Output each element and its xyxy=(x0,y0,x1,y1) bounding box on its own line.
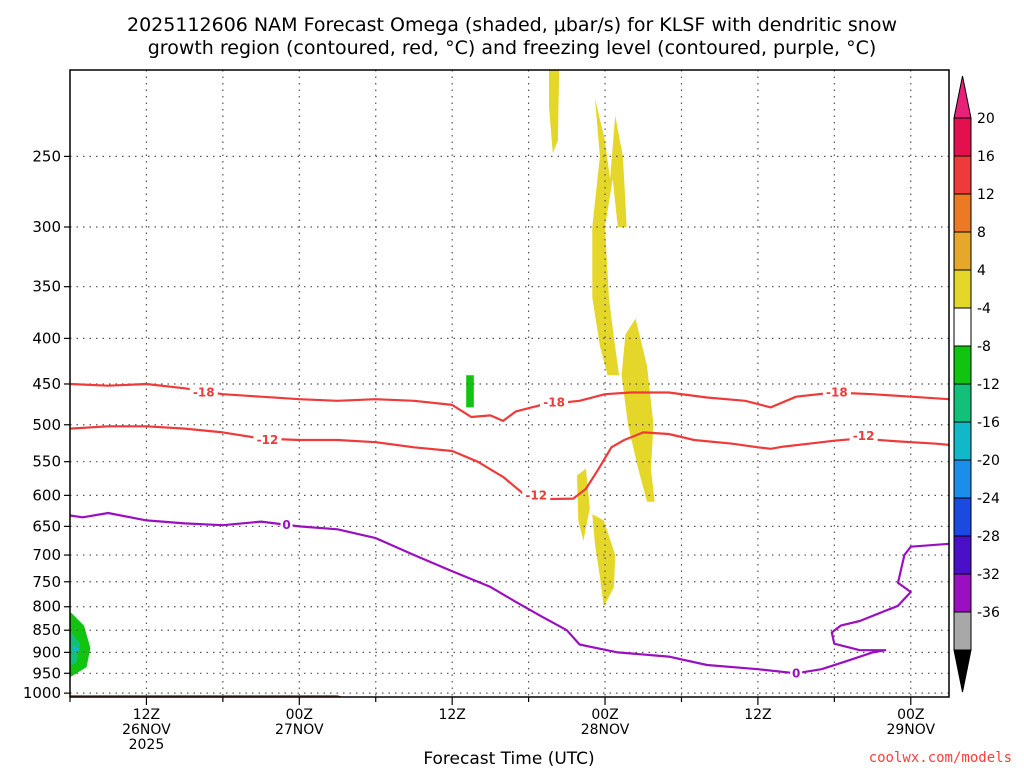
colorbar-label-1: 16 xyxy=(977,149,995,165)
contour-label-bg-minus12-0 xyxy=(253,431,282,447)
colorbar-label-5: -4 xyxy=(977,301,991,317)
omega-region-5 xyxy=(466,375,474,408)
colorbar-swatch-8 xyxy=(953,421,972,461)
colorbar-label-3: 8 xyxy=(977,225,986,241)
colorbar-label-6: -8 xyxy=(977,339,991,355)
plot-frame xyxy=(69,69,950,698)
xtick-label-36-1: 12Z xyxy=(438,707,465,723)
contour-layer: -18 -18 -18 -12 -12 -12 0 0 0 xyxy=(70,382,1012,681)
chart-title-line-1: 2025112606 NAM Forecast Omega (shaded, μ… xyxy=(127,14,897,36)
colorbar-swatch-6 xyxy=(953,345,972,385)
colorbar-label-11: -28 xyxy=(977,529,1000,545)
contour-label-bg-minus12-2 xyxy=(849,428,878,444)
omega-region-8 xyxy=(72,645,81,653)
colorbar-swatch-3 xyxy=(953,231,972,271)
omega-region-2 xyxy=(621,318,655,502)
contour-label-bg-minus18-2 xyxy=(822,384,851,400)
site-credit: coolwx.com/models xyxy=(869,750,1012,766)
xtick-label-72-2: 29NOV xyxy=(886,722,935,738)
contour-label-bg-zero-0 xyxy=(280,517,293,533)
contour-minus18 xyxy=(70,382,949,422)
colorbar-label-8: -16 xyxy=(977,415,1000,431)
xtick-label-72-1: 00Z xyxy=(897,707,924,723)
colorbar-label-4: 4 xyxy=(977,263,986,279)
contour-label-zero-1: 0 xyxy=(1002,540,1010,554)
ytick-label-750: 750 xyxy=(32,573,61,591)
colorbar-swatch-10 xyxy=(953,497,972,537)
xtick-label-48-1: 00Z xyxy=(591,707,618,723)
chart-title-line-2: growth region (contoured, red, °C) and f… xyxy=(148,37,877,59)
xtick-label-60-1: 12Z xyxy=(744,707,771,723)
ytick-label-400: 400 xyxy=(32,329,61,347)
y-axis-ticks: 250 300 350 400 450 500 550 600 650 700 750 800 850 9… xyxy=(23,147,70,702)
ytick-label-300: 300 xyxy=(32,218,61,236)
colorbar-top-arrow xyxy=(953,75,972,119)
ytick-label-650: 650 xyxy=(32,517,61,535)
omega-region-1 xyxy=(592,98,627,376)
xtick-label-24-1: 00Z xyxy=(286,707,313,723)
colorbar-swatch-13 xyxy=(953,611,972,651)
contour-label-bg-zero-2 xyxy=(790,665,803,681)
gridlines xyxy=(70,70,949,697)
colorbar-swatch-9 xyxy=(953,459,972,499)
colorbar-label-9: -20 xyxy=(977,453,1000,469)
colorbar-label-0: 20 xyxy=(977,111,995,127)
colorbar-swatch-0 xyxy=(953,117,972,157)
ytick-label-700: 700 xyxy=(32,546,61,564)
contour-label-minus12-1: -12 xyxy=(525,488,547,502)
ytick-label-450: 450 xyxy=(32,375,61,393)
colorbar-label-12: -32 xyxy=(977,567,1000,583)
colorbar-swatch-5 xyxy=(953,307,972,347)
contour-label-zero-2: 0 xyxy=(792,666,800,680)
ytick-label-600: 600 xyxy=(32,486,61,504)
omega-shading-layer xyxy=(70,70,655,678)
colorbar-label-13: -36 xyxy=(977,605,1000,621)
contour-label-bg-minus12-1 xyxy=(522,487,551,503)
contour-label-bg-zero-1 xyxy=(1000,539,1012,554)
colorbar-swatch-1 xyxy=(953,155,972,195)
ytick-label-350: 350 xyxy=(32,278,61,296)
colorbar-bottom-arrow xyxy=(953,649,972,693)
ytick-label-950: 950 xyxy=(32,664,61,682)
contour-zero xyxy=(70,511,949,675)
ytick-label-550: 550 xyxy=(32,453,61,471)
ytick-label-1000: 1000 xyxy=(23,684,61,702)
contour-label-minus18-0: -18 xyxy=(193,385,215,399)
ytick-label-850: 850 xyxy=(32,621,61,639)
x-axis-title: Forecast Time (UTC) xyxy=(423,749,594,768)
contour-label-bg-minus18-0 xyxy=(189,384,218,400)
ytick-label-900: 900 xyxy=(32,643,61,661)
colorbar-swatch-7 xyxy=(953,383,972,423)
colorbar-label-10: -24 xyxy=(977,491,1000,507)
colorbar-swatch-12 xyxy=(953,573,972,613)
contour-label-minus12-0: -12 xyxy=(257,433,279,447)
colorbar-swatch-2 xyxy=(953,193,972,233)
xtick-label-12-3: 2025 xyxy=(129,737,165,753)
colorbar-swatch-4 xyxy=(953,269,972,309)
colorbar-label-7: -12 xyxy=(977,377,1000,393)
ytick-label-800: 800 xyxy=(32,598,61,616)
xtick-label-12-2: 26NOV xyxy=(122,722,171,738)
omega-region-3 xyxy=(577,468,590,541)
xtick-label-48-2: 28NOV xyxy=(581,722,630,738)
colorbar-swatch-11 xyxy=(953,535,972,575)
omega-region-4 xyxy=(592,514,616,607)
colorbar: 20 16 12 8 4 -4 -8 -12 -16 -20 -24 -28 -32 -36 xyxy=(953,75,1000,693)
contour-label-minus12-2: -12 xyxy=(853,429,875,443)
xtick-label-24-2: 27NOV xyxy=(275,722,324,738)
ytick-label-500: 500 xyxy=(32,416,61,434)
contour-label-zero-0: 0 xyxy=(282,518,290,532)
contour-minus12 xyxy=(70,425,949,501)
contour-label-minus18-1: -18 xyxy=(543,395,565,409)
ytick-label-250: 250 xyxy=(32,147,61,165)
xtick-label-12-1: 12Z xyxy=(133,707,160,723)
omega-region-0 xyxy=(549,70,560,154)
colorbar-label-2: 12 xyxy=(977,187,995,203)
contour-label-bg-minus18-1 xyxy=(540,394,569,410)
contour-label-minus18-2: -18 xyxy=(826,385,848,399)
